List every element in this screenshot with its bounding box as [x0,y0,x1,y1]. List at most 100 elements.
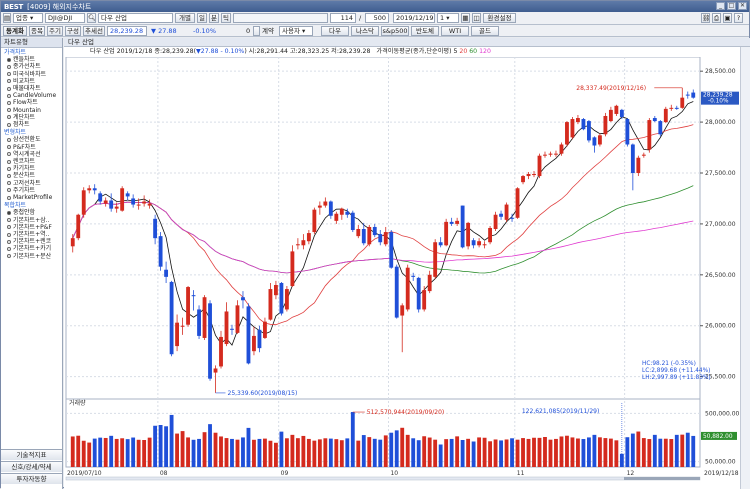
maximize-icon[interactable]: □ [727,2,736,10]
minimize-icon[interactable]: _ [716,2,725,10]
arrange-icon[interactable]: ◫ [472,13,481,23]
save-icon[interactable]: ▣ [723,13,732,23]
radio-icon[interactable] [7,79,11,84]
chart-type-option[interactable]: 기본차트+역.. [1,231,62,238]
period-button-tick[interactable]: 틱 [221,13,231,23]
period-button-minute[interactable]: 분 [209,13,219,23]
print-icon[interactable]: ⎙ [712,13,721,23]
close-icon[interactable]: ✕ [738,2,747,10]
radio-icon[interactable] [7,225,11,230]
radio-icon[interactable] [7,181,11,186]
candle-body [125,193,130,197]
chart-type-option[interactable]: 역시계곡선 [1,151,62,158]
index-button-sp500[interactable]: s&p500 [381,26,409,36]
tab-compose[interactable]: 구성 [65,26,81,36]
index-button-semiconductor[interactable]: 반도체 [411,26,439,36]
radio-icon[interactable] [7,138,11,143]
index-button-dow[interactable]: 다우 [321,26,349,36]
period-button-individual[interactable]: 개별 [175,13,195,23]
radio-icon[interactable] [7,86,11,91]
investor-trend-button[interactable]: 투자자동향 [1,473,62,484]
chart-type-option[interactable]: 종가선차트 [1,63,62,70]
menu-icon[interactable]: ▤ [3,13,11,23]
radio-icon[interactable] [7,152,11,157]
chart-type-label: 미국식바차트 [13,70,47,78]
radio-icon[interactable] [7,195,11,200]
radio-icon[interactable] [7,159,11,164]
radio-icon[interactable] [7,108,11,113]
radio-icon[interactable] [7,254,11,259]
volume-bar [471,441,476,467]
market-select[interactable]: 업종 ▾ [13,13,43,23]
radio-icon[interactable] [7,72,11,77]
chart-type-option[interactable]: 매물대차트 [1,85,62,92]
radio-icon[interactable] [7,115,11,120]
chart-area[interactable]: 다우 산업 다우 산업 2019/12/18 종:28,239.28(▼27.8… [64,38,750,489]
chart-type-option[interactable]: 계단차트 [1,114,62,121]
radio-icon[interactable] [7,122,11,127]
chart-type-option[interactable]: 기본차트+렌코 [1,238,62,245]
interval-input[interactable]: 1 ▾ [437,13,459,23]
technical-indicator-button[interactable]: 기술적지표 [1,449,62,460]
volume-bar [350,412,355,467]
signal-button[interactable]: 신호/강세/약세 [1,461,62,472]
radio-icon[interactable] [7,247,11,252]
radio-icon[interactable] [7,232,11,237]
chart-type-option[interactable]: 미국식바차트 [1,71,62,78]
volume-bar [548,439,553,467]
tab-period[interactable]: 주기 [47,26,63,36]
search-icon[interactable]: 🔍︎ [87,13,96,23]
radio-icon[interactable] [7,166,11,171]
chart-type-option[interactable]: 주기차트 [1,187,62,194]
price-change: ▼ 27.88 [151,27,177,35]
checkbox-icon[interactable] [253,26,260,36]
chart-type-option[interactable]: 기본차트+삼.. [1,217,62,224]
radio-icon[interactable] [7,65,11,69]
chart-type-option[interactable]: 고저선차트 [1,180,62,187]
index-button-nasdaq[interactable]: 나스닥 [351,26,379,36]
chart-type-option[interactable]: 렌코차트 [1,158,62,165]
chart-type-option[interactable]: 점차트 [1,121,62,128]
legend-change: ▼27.88 - 0.10% [196,48,245,55]
chart-type-option[interactable]: 기본차트+분산 [1,253,62,260]
help-icon[interactable]: ? [734,13,743,23]
chart-type-option[interactable]: MarketProfile [1,194,62,201]
radio-icon[interactable] [7,188,11,193]
radio-icon[interactable] [7,145,11,150]
radio-icon[interactable] [7,211,11,216]
radio-icon[interactable] [7,239,11,244]
chart-type-option[interactable]: 카기차트 [1,165,62,172]
link-icon[interactable]: ⛓ [701,13,710,23]
radio-icon[interactable] [7,174,11,179]
code-input[interactable]: DJI@DJI [45,13,85,23]
date-input[interactable]: 2019/12/19 [393,13,435,23]
scrollbar-thumb[interactable] [624,477,700,480]
chart-type-option[interactable]: Mountain [1,107,62,114]
volume-bar [543,437,547,467]
radio-icon[interactable] [7,218,11,223]
chart-type-option[interactable]: 비교차트 [1,78,62,85]
chart-type-option[interactable]: 캔들차트 [1,56,62,63]
chart-option-icon[interactable]: ▦ [461,13,470,23]
index-button-wti[interactable]: WTI [441,26,469,36]
count-input[interactable]: 114 [330,13,356,23]
tab-sync[interactable]: 동계화 [3,26,27,36]
settings-button[interactable]: 환경설정 [483,13,516,23]
chart-type-option[interactable]: Flow차트 [1,99,62,106]
chart-type-option[interactable]: P&F차트 [1,144,62,151]
chart-type-option[interactable]: 기본차트+P&F [1,224,62,231]
chart-type-option[interactable]: 분산차트 [1,172,62,179]
radio-icon[interactable] [7,57,11,62]
chart-type-option[interactable]: 중첩안함 [1,209,62,216]
chart-type-option[interactable]: 기본차트+카기 [1,245,62,252]
chart-type-option[interactable]: 삼선전환도 [1,136,62,143]
radio-icon[interactable] [7,93,11,98]
mode-select[interactable]: 사용자 ▾ [279,26,313,36]
price-chart[interactable]: 28,500.00 28,000.00 27,500.00 27,000.00 26,5… [64,57,740,489]
index-button-gold[interactable]: 골드 [471,26,499,36]
radio-icon[interactable] [7,101,11,106]
tab-trendline[interactable]: 추세선 [83,26,105,36]
chart-type-option[interactable]: CandleVolume [1,92,62,99]
period-button-day[interactable]: 일 [197,13,207,23]
tab-symbol[interactable]: 종목 [29,26,45,36]
